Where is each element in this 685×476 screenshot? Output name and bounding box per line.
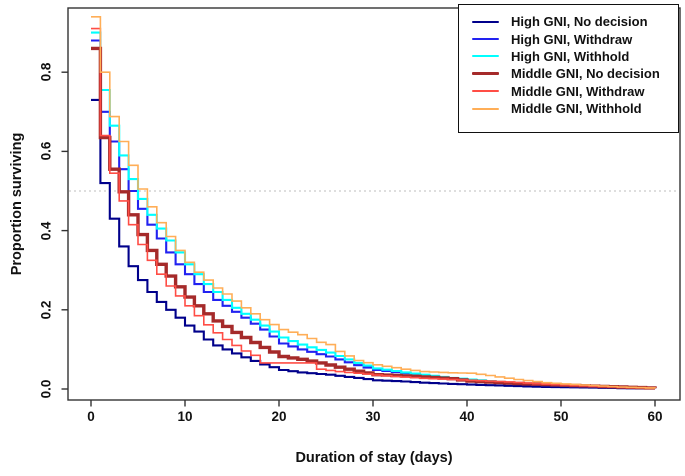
- legend-line-sample: [472, 90, 499, 93]
- legend-line-sample: [472, 72, 499, 76]
- legend-item-label: Middle GNI, Withhold: [511, 101, 642, 117]
- x-tick-label: 40: [459, 409, 475, 424]
- x-tick-label: 10: [177, 409, 193, 424]
- plot-frame: [67, 7, 681, 401]
- x-tick-label: 50: [553, 409, 569, 424]
- legend-item: Middle GNI, Withhold: [459, 100, 678, 117]
- legend-item: Middle GNI, Withdraw: [459, 83, 678, 100]
- legend-item-label: Middle GNI, Withdraw: [511, 83, 645, 99]
- legend-item: High GNI, Withdraw: [459, 30, 678, 47]
- y-tick-label: 0.4: [38, 221, 54, 240]
- legend-item-label: Middle GNI, No decision: [511, 66, 660, 82]
- y-tick-label: 0.0: [38, 379, 54, 399]
- y-tick-label: 0.2: [38, 300, 54, 320]
- legend-line-sample: [472, 38, 499, 41]
- legend-box: High GNI, No decision High GNI, Withdraw…: [458, 4, 679, 133]
- x-tick-label: 20: [271, 409, 287, 424]
- legend-item-label: High GNI, No decision: [511, 14, 648, 30]
- x-tick-label: 30: [365, 409, 381, 424]
- legend-item: High GNI, Withhold: [459, 48, 678, 65]
- y-tick-label: 0.8: [38, 62, 54, 82]
- legend-line-sample: [472, 20, 499, 23]
- legend-item-label: High GNI, Withhold: [511, 48, 630, 64]
- legend-line-sample: [472, 107, 499, 110]
- y-axis-title: Proportion surviving: [9, 132, 25, 276]
- legend-item: High GNI, No decision: [459, 13, 678, 30]
- legend-item: Middle GNI, No decision: [459, 65, 678, 82]
- legend-line-sample: [472, 55, 499, 58]
- survival-curve-4: [91, 27, 656, 389]
- x-axis-title: Duration of stay (days): [295, 450, 453, 466]
- survival-curve-5: [91, 16, 656, 389]
- x-tick-label: 0: [87, 409, 95, 424]
- legend-item-label: High GNI, Withdraw: [511, 31, 633, 47]
- survival-curve-0: [91, 98, 657, 390]
- x-tick-label: 60: [647, 409, 663, 424]
- y-tick-label: 0.6: [38, 142, 54, 161]
